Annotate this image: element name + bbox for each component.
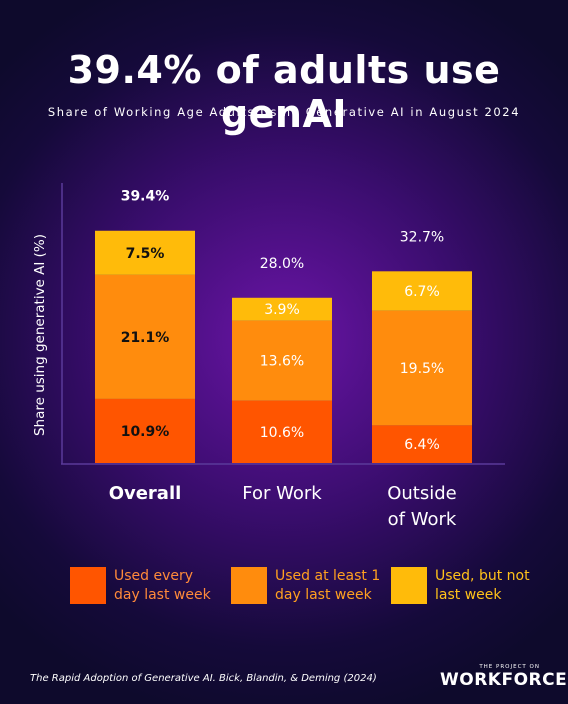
total-label: 28.0% <box>260 256 304 272</box>
bar-segment-every-day <box>232 400 332 463</box>
bar-segment-not-last-week <box>232 297 332 321</box>
x-tick-label: Outside <box>387 483 457 504</box>
source-citation: The Rapid Adoption of Generative AI. Bic… <box>30 673 377 684</box>
bar-segment-at-least-1-day <box>372 310 472 426</box>
data-label-at-least-1-day: 19.5% <box>400 361 444 377</box>
data-label-at-least-1-day: 13.6% <box>260 354 304 370</box>
data-label-at-least-1-day: 21.1% <box>121 330 170 346</box>
total-label: 39.4% <box>121 189 170 205</box>
bar-segment-every-day <box>95 398 195 463</box>
data-label-not-last-week: 3.9% <box>264 302 300 318</box>
legend-item-at-least-1-day: Used at least 1 day last week <box>231 567 380 605</box>
x-tick-label: For Work <box>242 483 322 504</box>
logo-wordmark: WORKFORCE <box>440 670 568 690</box>
legend-swatch-not-last-week <box>391 567 427 604</box>
legend-label-line: Used every <box>114 568 194 584</box>
bar-segment-at-least-1-day <box>95 274 195 399</box>
y-axis-label: Share using generative AI (%) <box>32 233 48 437</box>
legend-label-line: last week <box>435 587 502 603</box>
legend-label-line: day last week <box>275 587 372 603</box>
legend-swatch-every-day <box>70 567 106 604</box>
bar-segment-not-last-week <box>95 230 195 275</box>
bar-segment-every-day <box>372 425 472 463</box>
x-tick-label: Overall <box>109 483 182 504</box>
data-label-every-day: 10.9% <box>121 424 170 440</box>
legend-label-not-last-week: Used, but not last week <box>435 567 530 605</box>
data-label-not-last-week: 6.7% <box>404 284 440 300</box>
chart-title: 39.4% of adults use genAI <box>67 48 501 136</box>
data-label-every-day: 6.4% <box>404 437 440 453</box>
data-label-every-day: 10.6% <box>260 425 304 441</box>
legend-label-line: Used, but not <box>435 568 530 584</box>
workforce-logo: THE PROJECT ON WORKFORCE <box>440 664 567 690</box>
legend-label-line: Used at least 1 <box>275 568 381 584</box>
data-label-not-last-week: 7.5% <box>126 246 165 262</box>
legend-label-every-day: Used every day last week <box>114 567 211 605</box>
legend-item-every-day: Used every day last week <box>70 567 211 605</box>
logo-tagline: THE PROJECT ON <box>479 664 540 670</box>
legend-label-line: day last week <box>114 587 211 603</box>
bar-segment-not-last-week <box>372 271 472 311</box>
legend-swatch-at-least-1-day <box>231 567 267 604</box>
legend-item-not-last-week: Used, but not last week <box>391 567 530 605</box>
bar-segment-at-least-1-day <box>232 320 332 401</box>
total-label: 32.7% <box>400 229 444 245</box>
x-tick-label: of Work <box>388 509 457 530</box>
chart-subtitle: Share of Working Age Adults Using Genera… <box>47 105 521 119</box>
legend-label-at-least-1-day: Used at least 1 day last week <box>275 567 380 605</box>
